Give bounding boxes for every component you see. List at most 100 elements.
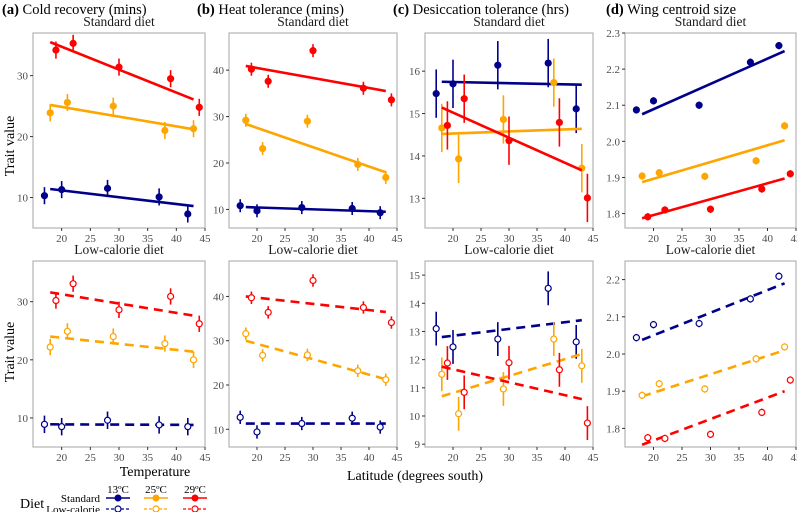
y-tick-label: 2.0 xyxy=(606,349,620,361)
data-point xyxy=(58,186,66,194)
y-tick-label: 2.1 xyxy=(606,312,620,324)
data-point xyxy=(544,284,552,292)
data-point xyxy=(706,430,715,438)
legend-key-standard-point xyxy=(152,494,160,502)
series-25C xyxy=(638,343,789,400)
x-tick-label: 40 xyxy=(364,452,376,464)
data-point xyxy=(103,184,112,192)
data-point xyxy=(746,58,755,66)
series-25C xyxy=(242,327,390,386)
panel-a-title: (a) Cold recovery (mins) xyxy=(2,2,147,18)
data-point xyxy=(69,39,77,47)
plot-frame xyxy=(624,260,797,448)
y-tick-label: 2.2 xyxy=(606,64,620,76)
plot-frame xyxy=(228,260,398,448)
y-tick-label: 15 xyxy=(409,270,421,282)
x-tick-label: 40 xyxy=(364,233,376,245)
x-tick-label: 30 xyxy=(504,452,516,464)
panel-b-standard: Standard diet 10 20 30 40 20 25 30 35 40 45 xyxy=(213,14,403,245)
data-point xyxy=(555,366,564,374)
x-tick-label: 35 xyxy=(532,233,544,245)
x-tick-label: 45 xyxy=(200,233,212,245)
fit-line xyxy=(441,352,583,398)
panel-b-title: (b) Heat tolerance (mins) xyxy=(197,2,344,18)
x-tick-label: 20 xyxy=(252,452,264,464)
data-point xyxy=(155,193,163,201)
fit-line xyxy=(441,318,582,339)
data-point xyxy=(309,47,317,55)
data-point xyxy=(303,351,311,359)
data-point xyxy=(189,125,198,133)
x-tick-label: 25 xyxy=(280,452,292,464)
x-tick-label: 35 xyxy=(142,233,154,245)
fit-line xyxy=(245,339,387,381)
series-13C xyxy=(632,272,786,342)
legend-diet-low: Low-calorie xyxy=(46,504,100,512)
data-point xyxy=(775,272,783,280)
legend-title-diet: Diet xyxy=(20,497,44,512)
x-tick-label: 45 xyxy=(392,452,404,464)
panel-titles: (a) Cold recovery (mins) (b) Heat tolera… xyxy=(2,2,736,18)
x-tick-label: 30 xyxy=(705,233,717,245)
data-point xyxy=(786,170,794,178)
data-point xyxy=(544,59,552,67)
data-point xyxy=(578,362,586,370)
x-tick-label: 30 xyxy=(504,233,516,245)
fit-line xyxy=(50,335,194,353)
data-point xyxy=(638,391,646,399)
data-point xyxy=(752,355,760,363)
data-point xyxy=(655,380,663,388)
data-point xyxy=(236,413,244,421)
data-point xyxy=(348,414,356,422)
data-point xyxy=(382,376,390,384)
fit-line xyxy=(441,127,582,136)
data-point xyxy=(583,194,592,202)
x-tick-label: 35 xyxy=(336,452,348,464)
x-tick-label: 20 xyxy=(252,233,264,245)
data-point xyxy=(115,306,123,314)
strip-label: Standard diet xyxy=(473,14,545,29)
series-25C xyxy=(638,122,789,184)
y-tick-label: 10 xyxy=(213,204,225,216)
x-tick-label: 35 xyxy=(734,233,746,245)
data-point xyxy=(780,343,789,351)
fit-line xyxy=(245,295,386,314)
x-tick-label: 40 xyxy=(171,233,183,245)
data-point xyxy=(376,209,384,217)
panel-d-standard: Standard diet 1.8 1.9 2.0 2.1 2.2 2.3 20 25 30 35 4… xyxy=(606,14,797,245)
data-point xyxy=(348,204,356,213)
y-tick-label: 13 xyxy=(409,193,421,205)
fit-line xyxy=(50,423,194,427)
y-tick-label: 12 xyxy=(409,355,420,367)
series-29C xyxy=(441,74,592,223)
data-point xyxy=(387,318,395,327)
x-tick-label: 30 xyxy=(705,452,717,464)
y-tick-label: 9 xyxy=(415,439,421,451)
series-13C xyxy=(40,411,194,436)
data-point xyxy=(661,434,669,443)
data-point xyxy=(63,327,72,335)
plot-frame xyxy=(624,32,797,229)
y-tick-label: 14 xyxy=(409,298,421,310)
x-tick-label: 20 xyxy=(448,452,460,464)
x-tick-label: 30 xyxy=(308,452,320,464)
y-tick-label: 16 xyxy=(409,66,421,78)
y-tick-label: 40 xyxy=(213,291,225,303)
data-point xyxy=(632,106,641,114)
x-tick-label: 30 xyxy=(114,452,126,464)
x-tick-label: 30 xyxy=(114,233,126,245)
y-tick-label: 1.9 xyxy=(606,386,620,398)
x-tick-label: 30 xyxy=(308,233,320,245)
data-point xyxy=(752,157,760,165)
data-point xyxy=(359,303,367,312)
data-point xyxy=(638,172,646,180)
data-point xyxy=(359,84,367,92)
data-point xyxy=(449,80,457,88)
y-tick-label: 30 xyxy=(17,71,29,83)
series-25C xyxy=(438,322,586,431)
y-tick-label: 1.9 xyxy=(606,172,620,184)
data-point xyxy=(499,115,507,124)
strip-label: Low-calorie diet xyxy=(268,242,358,257)
data-point xyxy=(632,334,641,342)
y-tick-label: 30 xyxy=(213,336,225,348)
